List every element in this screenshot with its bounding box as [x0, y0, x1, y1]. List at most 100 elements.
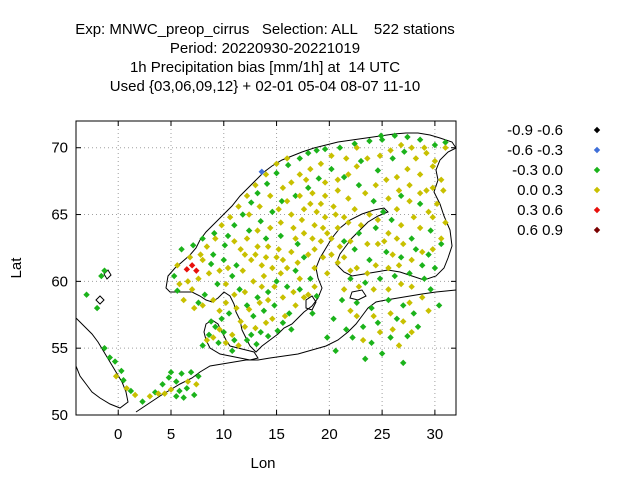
- data-point: [263, 180, 271, 188]
- data-point: [423, 187, 430, 194]
- data-point: [416, 189, 424, 197]
- data-point: [355, 230, 363, 237]
- data-point: [307, 275, 314, 282]
- data-point: [292, 267, 299, 274]
- data-point: [381, 238, 388, 245]
- data-point: [254, 227, 261, 234]
- data-point: [260, 307, 268, 314]
- data-point: [319, 224, 327, 232]
- data-point: [343, 155, 350, 162]
- data-point: [269, 264, 276, 272]
- data-point: [290, 224, 297, 232]
- data-point: [347, 307, 354, 314]
- data-point: [273, 169, 280, 177]
- data-point: [262, 171, 270, 178]
- data-point: [231, 238, 238, 245]
- x-tick-label: 20: [321, 426, 338, 443]
- data-point: [334, 224, 341, 232]
- coastline-gotland: [305, 295, 317, 311]
- coastline-saaremaa: [349, 289, 367, 301]
- y-tick-label: 55: [51, 340, 68, 357]
- data-point: [199, 256, 206, 264]
- chart-title-line-1: Exp: MNWC_preop_cirrus Selection: ALL 52…: [75, 21, 455, 38]
- data-point: [359, 323, 367, 330]
- legend-marker: [593, 166, 601, 174]
- data-point: [252, 251, 259, 258]
- data-point: [286, 310, 293, 317]
- data-point: [189, 242, 197, 249]
- data-point: [279, 294, 287, 301]
- data-point: [195, 299, 202, 306]
- data-point: [258, 168, 265, 175]
- legend-label: -0.9 -0.6: [507, 122, 563, 139]
- data-point: [385, 264, 392, 272]
- data-point: [245, 211, 253, 218]
- data-point: [345, 219, 352, 226]
- data-point: [250, 312, 257, 320]
- data-point: [273, 254, 280, 261]
- data-point: [431, 141, 439, 149]
- data-point: [425, 307, 432, 314]
- data-point: [205, 270, 213, 277]
- data-point: [431, 264, 439, 272]
- data-point: [271, 283, 278, 290]
- plot-frame: [75, 120, 457, 416]
- data-point: [393, 173, 401, 181]
- data-point: [442, 144, 449, 151]
- data-point: [123, 385, 130, 392]
- data-point: [406, 299, 413, 306]
- data-point: [254, 294, 261, 301]
- data-point: [374, 240, 382, 248]
- data-point: [210, 334, 217, 341]
- data-point: [336, 144, 344, 151]
- data-point: [416, 171, 424, 178]
- data-point: [391, 132, 398, 139]
- x-axis-label: Lon: [250, 455, 275, 472]
- data-point: [319, 254, 327, 261]
- data-point: [362, 189, 369, 197]
- data-point: [435, 302, 443, 309]
- data-point: [343, 326, 350, 333]
- data-point: [288, 179, 295, 186]
- data-point: [300, 230, 308, 237]
- data-point: [273, 278, 280, 285]
- data-point: [427, 227, 434, 234]
- legend-marker: [593, 186, 601, 194]
- data-point: [311, 283, 318, 290]
- data-point: [159, 381, 166, 388]
- data-point: [427, 286, 434, 293]
- data-point: [281, 312, 289, 320]
- data-point: [401, 148, 408, 155]
- data-point: [257, 328, 264, 336]
- data-point: [425, 208, 432, 216]
- data-point: [176, 280, 183, 288]
- data-point: [193, 381, 200, 388]
- data-point: [215, 339, 222, 347]
- data-point: [351, 246, 358, 253]
- data-point: [207, 318, 215, 325]
- data-point: [307, 200, 314, 208]
- data-point: [201, 291, 208, 298]
- data-point: [231, 291, 238, 298]
- data-point: [101, 344, 108, 352]
- data-point: [353, 264, 360, 272]
- data-point: [438, 235, 445, 242]
- data-point: [252, 181, 259, 189]
- data-point: [258, 262, 265, 269]
- coastline-scandinavia: [165, 132, 457, 353]
- data-point: [321, 214, 329, 221]
- data-point: [184, 378, 192, 385]
- data-point: [111, 358, 119, 365]
- data-point: [324, 334, 331, 341]
- data-point: [269, 208, 276, 216]
- data-point: [334, 176, 341, 183]
- data-point: [311, 264, 318, 272]
- data-point: [397, 222, 405, 229]
- data-point: [260, 272, 268, 280]
- data-point: [362, 355, 369, 363]
- data-point: [226, 214, 234, 221]
- chart-title-line-2: Period: 20220930-20221019: [169, 40, 361, 57]
- data-point: [188, 286, 196, 293]
- data-point: [372, 224, 379, 232]
- data-point: [321, 192, 329, 200]
